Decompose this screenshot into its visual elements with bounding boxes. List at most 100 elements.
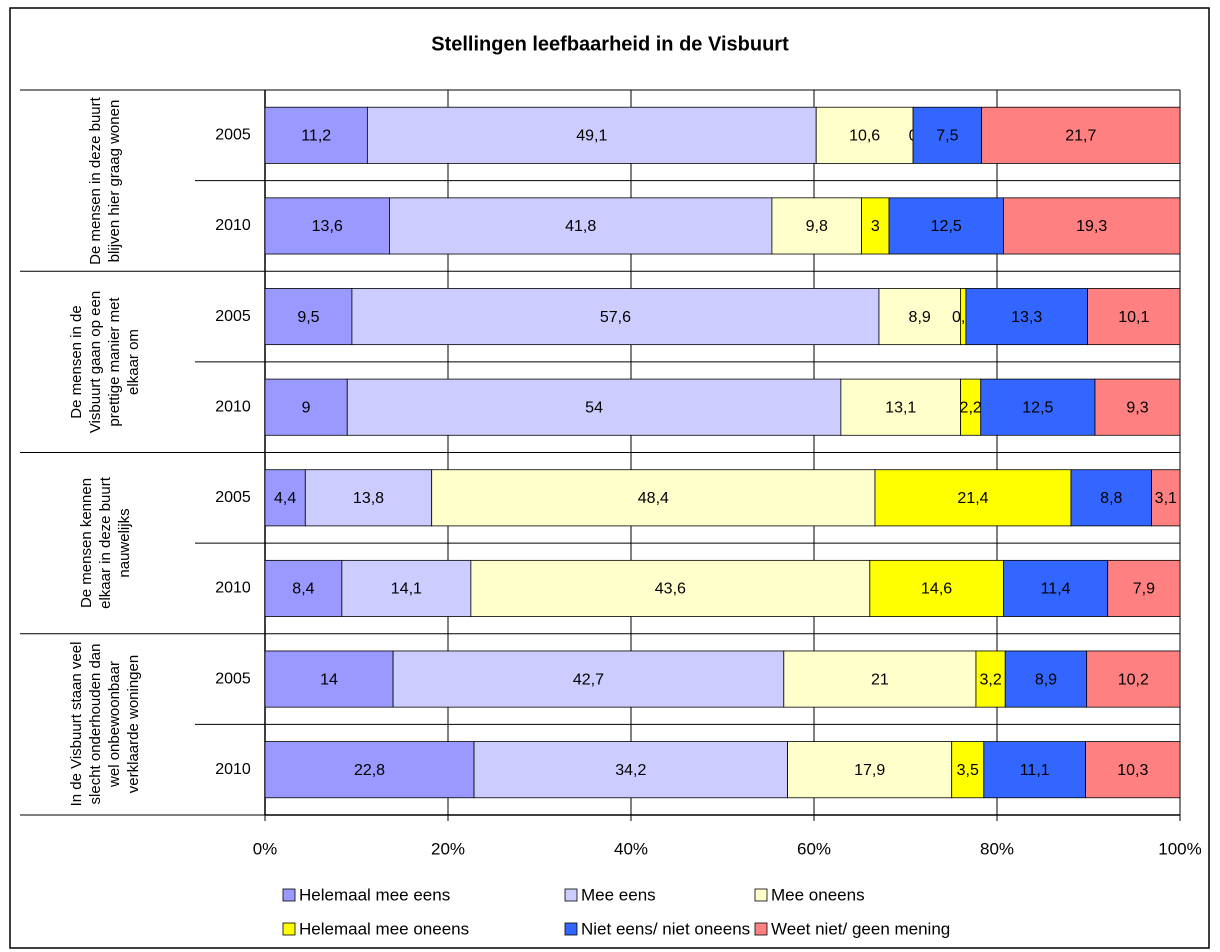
group-label: De mensen in deze buurt blijven hier gra… (87, 96, 123, 265)
data-label: 3,2 (979, 671, 1001, 688)
bar-segment (840, 378, 962, 436)
bar-segment (975, 650, 1006, 708)
legend-swatch (282, 888, 296, 902)
x-tick-label: 0% (253, 839, 278, 858)
bar-segment (264, 650, 394, 708)
bar-segment (980, 378, 1096, 436)
chart-border (9, 7, 1210, 949)
bar-segment (473, 741, 788, 799)
data-label: 49,1 (576, 128, 607, 145)
bar-segment (1086, 650, 1181, 708)
bar-segment (1087, 288, 1181, 346)
data-label: 43,6 (655, 581, 686, 598)
bar-segment (470, 559, 871, 617)
bar-segment (771, 197, 862, 255)
bar-segment (366, 106, 817, 164)
data-label: 2,2 (960, 399, 982, 416)
y-tick-label: 2010 (215, 398, 251, 415)
bar-segment (878, 288, 961, 346)
data-label: 13,1 (885, 399, 916, 416)
legend-swatch (754, 888, 768, 902)
data-label: 48,4 (638, 490, 669, 507)
x-tick-label: 20% (431, 839, 465, 858)
bar-segment (1003, 559, 1109, 617)
bar-segment (912, 106, 983, 164)
chart-title: Stellingen leefbaarheid in de Visbuurt (431, 33, 789, 55)
bar-segment (783, 650, 977, 708)
bar-segment (815, 106, 914, 164)
data-label: 7,9 (1133, 581, 1155, 598)
legend-label: Weet niet/ geen mening (771, 919, 950, 938)
bar-segment (351, 288, 880, 346)
bar-segment (1070, 469, 1153, 527)
bar-segment (264, 106, 368, 164)
data-label: 8,9 (909, 309, 931, 326)
bar-segment (861, 197, 890, 255)
group-label: In de Visbuurt staan veel slecht onderho… (68, 641, 142, 807)
bar-segment (869, 559, 1004, 617)
data-label: 22,8 (354, 762, 385, 779)
data-label: 8,9 (1035, 671, 1057, 688)
bar-segment (888, 197, 1004, 255)
bar-segment (346, 378, 842, 436)
data-label: 9,8 (806, 218, 828, 235)
data-label: 54 (585, 399, 603, 416)
data-label: 10,3 (1117, 762, 1148, 779)
data-label: 14 (320, 671, 338, 688)
legend-label: Niet eens/ niet oneens (581, 919, 750, 938)
bar-segment (1151, 469, 1181, 527)
bar-segment (264, 469, 306, 527)
data-label: 8,8 (1100, 490, 1122, 507)
bar-segment (965, 288, 1088, 346)
x-tick-label: 100% (1158, 839, 1201, 858)
legend-swatch (564, 922, 578, 936)
data-label: 57,6 (600, 309, 631, 326)
data-label: 34,2 (615, 762, 646, 779)
data-label: 10,1 (1118, 309, 1149, 326)
legend-swatch (754, 922, 768, 936)
bar-segment (264, 197, 390, 255)
data-label: 21,4 (957, 490, 988, 507)
y-tick-label: 2005 (215, 489, 251, 506)
group-label: De mensen kennen elkaar in deze buurt na… (77, 477, 133, 609)
data-label: 17,9 (854, 762, 885, 779)
data-label: 3,1 (1155, 490, 1177, 507)
bar-segment (341, 559, 472, 617)
bar-segment (787, 741, 953, 799)
data-label: 13,8 (353, 490, 384, 507)
y-tick-label: 2005 (215, 308, 251, 325)
bar-segment (264, 741, 475, 799)
data-label: 11,2 (301, 128, 331, 145)
data-label: 11,1 (1020, 762, 1050, 779)
y-tick-label: 2010 (215, 761, 251, 778)
data-label: 11,4 (1041, 581, 1071, 598)
bar-segment (264, 288, 353, 346)
bar-segment (1094, 378, 1181, 436)
data-label: 21 (871, 671, 889, 688)
bar-segment (983, 741, 1086, 799)
data-label: 12,5 (1022, 399, 1053, 416)
x-tick-label: 60% (797, 839, 831, 858)
data-label: 12,5 (931, 218, 962, 235)
data-label: 3,5 (957, 762, 979, 779)
data-label: 21,7 (1065, 128, 1096, 145)
bar-segment (1085, 741, 1181, 799)
legend-label: Mee eens (581, 885, 656, 904)
data-label: 8,4 (292, 581, 314, 598)
x-tick-label: 40% (614, 839, 648, 858)
bar-segment (874, 469, 1072, 527)
y-tick-label: 2005 (215, 127, 251, 144)
data-label: 14,1 (391, 581, 422, 598)
legend-label: Helemaal mee eens (299, 885, 450, 904)
data-label: 41,8 (565, 218, 596, 235)
data-label: 10,6 (849, 128, 880, 145)
group-label: De mensen in de Visbuurt gaan op een pre… (68, 290, 142, 434)
bar-segment (981, 106, 1181, 164)
y-tick-label: 2010 (215, 217, 251, 234)
y-tick-label: 2010 (215, 580, 251, 597)
legend-label: Mee oneens (771, 885, 865, 904)
data-label: 9,5 (297, 309, 319, 326)
legend-swatch (564, 888, 578, 902)
